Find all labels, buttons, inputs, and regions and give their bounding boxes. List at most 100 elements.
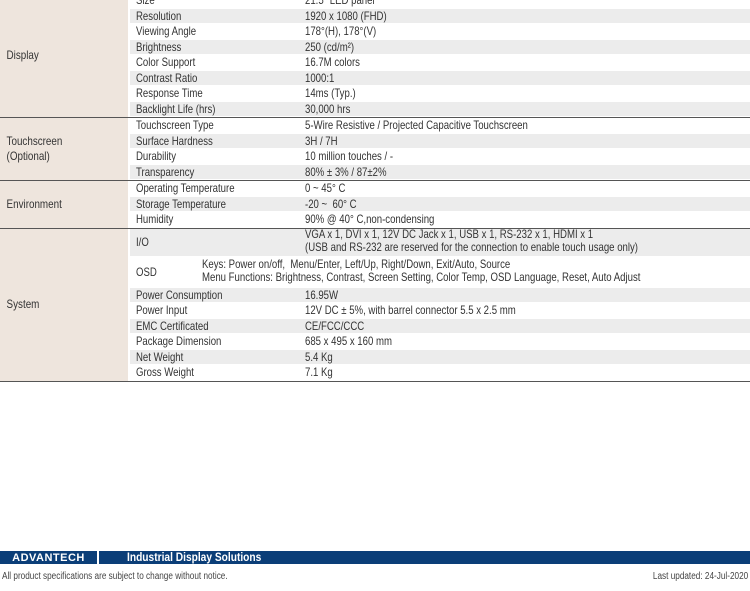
spec-parameter: Storage Temperature bbox=[130, 195, 300, 213]
spec-parameter-text: Backlight Life (hrs) bbox=[136, 101, 216, 116]
spec-value-text: 3H / 7H bbox=[305, 133, 338, 148]
spec-value: 1000:1 bbox=[300, 69, 750, 87]
spec-table: Display Size 21.5" LED panel Resolution 1920… bbox=[0, 0, 750, 382]
spec-parameter: Size bbox=[130, 0, 300, 9]
table-row: Size 21.5" LED panel bbox=[130, 0, 750, 9]
spec-value: 12V DC ± 5%, with barrel connector 5.5 x… bbox=[300, 301, 750, 319]
table-row: Storage Temperature -20 ~ 60° C bbox=[130, 195, 750, 213]
advantech-logo: ADVANTECH bbox=[0, 551, 99, 564]
table-row: Backlight Life (hrs) 30,000 hrs bbox=[130, 100, 750, 118]
table-row: Humidity 90% @ 40° C,non-condensing bbox=[130, 212, 750, 228]
spec-parameter: Operating Temperature bbox=[130, 179, 300, 197]
spec-parameter: EMC Certificated bbox=[130, 317, 300, 335]
spec-value-text: 1920 x 1080 (FHD) bbox=[305, 8, 387, 23]
spec-value-text: 12V DC ± 5%, with barrel connector 5.5 x… bbox=[305, 303, 516, 318]
spec-parameter: OSD bbox=[130, 263, 197, 281]
spec-parameter-text: EMC Certificated bbox=[136, 318, 209, 333]
spec-value: 0 ~ 45° C bbox=[300, 179, 750, 197]
table-row: Response Time 14ms (Typ.) bbox=[130, 86, 750, 102]
spec-parameter-text: Transparency bbox=[136, 164, 195, 179]
spec-value: 5.4 Kg bbox=[300, 348, 750, 366]
spec-parameter-text: OSD bbox=[136, 264, 157, 279]
spec-parameter: Viewing Angle bbox=[130, 22, 300, 40]
spec-value-text: VGA x 1, DVI x 1, 12V DC Jack x 1, USB x… bbox=[305, 227, 638, 254]
table-row: Net Weight 5.4 Kg bbox=[130, 348, 750, 366]
spec-parameter-text: Storage Temperature bbox=[136, 196, 227, 211]
table-row: EMC Certificated CE/FCC/CCC bbox=[130, 317, 750, 335]
spec-value: Keys: Power on/off, Menu/Enter, Left/Up,… bbox=[197, 256, 750, 286]
spec-parameter-text: Surface Hardness bbox=[136, 133, 213, 148]
spec-group: Touchscreen (Optional) Touchscreen Type 5-… bbox=[0, 118, 750, 181]
spec-parameter-text: Durability bbox=[136, 149, 177, 164]
spec-value: CE/FCC/CCC bbox=[300, 317, 750, 335]
logo-text: ADVANTECH bbox=[12, 551, 85, 564]
spec-parameter: Power Input bbox=[130, 301, 300, 319]
spec-parameter: Touchscreen Type bbox=[130, 116, 300, 134]
footer-notice: All product specifications are subject t… bbox=[2, 571, 228, 582]
table-row: Contrast Ratio 1000:1 bbox=[130, 69, 750, 87]
spec-value-text: 30,000 hrs bbox=[305, 101, 351, 116]
spec-parameter-text: Touchscreen Type bbox=[136, 118, 214, 133]
spec-value-text: 21.5" LED panel bbox=[305, 0, 375, 8]
table-row: Surface Hardness 3H / 7H bbox=[130, 132, 750, 150]
spec-parameter: Durability bbox=[130, 147, 300, 165]
spec-value: 7.1 Kg bbox=[300, 363, 750, 381]
spec-parameter: I/O bbox=[130, 233, 300, 251]
spec-parameter: Color Support bbox=[130, 53, 300, 71]
spec-parameter-text: Power Input bbox=[136, 303, 188, 318]
spec-parameter-text: Contrast Ratio bbox=[136, 70, 198, 85]
group-label: Touchscreen (Optional) bbox=[0, 118, 128, 180]
table-row: I/O VGA x 1, DVI x 1, 12V DC Jack x 1, US… bbox=[130, 228, 750, 257]
spec-parameter-text: Color Support bbox=[136, 55, 196, 70]
spec-parameter: Brightness bbox=[130, 38, 300, 56]
spec-group: System I/O VGA x 1, DVI x 1, 12V DC Jack x… bbox=[0, 228, 750, 382]
spec-value: 178°(H), 178°(V) bbox=[300, 22, 750, 40]
table-row: Power Input 12V DC ± 5%, with barrel conn… bbox=[130, 303, 750, 319]
spec-parameter-text: Size bbox=[136, 0, 155, 8]
table-row: Transparency 80% ± 3% / 87±2% bbox=[130, 163, 750, 181]
table-row: Viewing Angle 178°(H), 178°(V) bbox=[130, 24, 750, 40]
spec-value: 5-Wire Resistive / Projected Capacitive … bbox=[300, 116, 750, 134]
spec-parameter-text: Humidity bbox=[136, 212, 174, 227]
spec-value-text: 16.7M colors bbox=[305, 55, 360, 70]
table-row: Gross Weight 7.1 Kg bbox=[130, 365, 750, 381]
spec-value-text: 14ms (Typ.) bbox=[305, 86, 356, 101]
spec-value-text: -20 ~ 60° C bbox=[305, 196, 357, 211]
group-label-text: Display bbox=[6, 47, 39, 62]
spec-parameter: Contrast Ratio bbox=[130, 69, 300, 87]
last-updated: Last updated: 24-Jul-2020 bbox=[652, 571, 748, 582]
spec-value: VGA x 1, DVI x 1, 12V DC Jack x 1, USB x… bbox=[300, 228, 750, 256]
spec-value: 90% @ 40° C,non-condensing bbox=[300, 210, 750, 228]
spec-parameter-text: I/O bbox=[136, 235, 149, 249]
table-row: Touchscreen Type 5-Wire Resistive / Proje… bbox=[130, 118, 750, 134]
table-row: Package Dimension 685 x 495 x 160 mm bbox=[130, 334, 750, 350]
spec-value-text: 250 (cd/m²) bbox=[305, 39, 355, 54]
spec-parameter-text: Net Weight bbox=[136, 349, 184, 364]
group-label-text: Touchscreen (Optional) bbox=[6, 134, 63, 163]
spec-value: 14ms (Typ.) bbox=[300, 84, 750, 102]
table-row: Resolution 1920 x 1080 (FHD) bbox=[130, 8, 750, 24]
group-label: Environment bbox=[0, 181, 128, 228]
spec-parameter: Power Consumption bbox=[130, 286, 300, 304]
spec-value-text: 5.4 Kg bbox=[305, 349, 333, 364]
spec-parameter-text: Brightness bbox=[136, 39, 182, 54]
spec-value: 250 (cd/m²) bbox=[300, 38, 750, 56]
spec-parameter-text: Gross Weight bbox=[136, 365, 194, 380]
spec-value-text: 1000:1 bbox=[305, 70, 335, 85]
spec-parameter: Transparency bbox=[130, 163, 300, 181]
spec-parameter-text: Response Time bbox=[136, 86, 203, 101]
spec-parameter: Backlight Life (hrs) bbox=[130, 100, 300, 118]
spec-value: 16.7M colors bbox=[300, 53, 750, 71]
spec-value-text: 80% ± 3% / 87±2% bbox=[305, 164, 387, 179]
table-row: Operating Temperature 0 ~ 45° C bbox=[130, 181, 750, 197]
spec-value-text: Keys: Power on/off, Menu/Enter, Left/Up,… bbox=[201, 256, 641, 284]
spec-value-text: 685 x 495 x 160 mm bbox=[305, 334, 392, 349]
spec-value: 685 x 495 x 160 mm bbox=[300, 332, 750, 350]
spec-group: Environment Operating Temperature 0 ~ 45° … bbox=[0, 181, 750, 229]
spec-value-text: 90% @ 40° C,non-condensing bbox=[305, 212, 435, 227]
spec-parameter-text: Power Consumption bbox=[136, 287, 223, 302]
spec-value-text: 5-Wire Resistive / Projected Capacitive … bbox=[305, 118, 528, 133]
group-label-text: System bbox=[6, 297, 40, 311]
spec-parameter: Surface Hardness bbox=[130, 132, 300, 150]
table-row: Brightness 250 (cd/m²) bbox=[130, 38, 750, 56]
